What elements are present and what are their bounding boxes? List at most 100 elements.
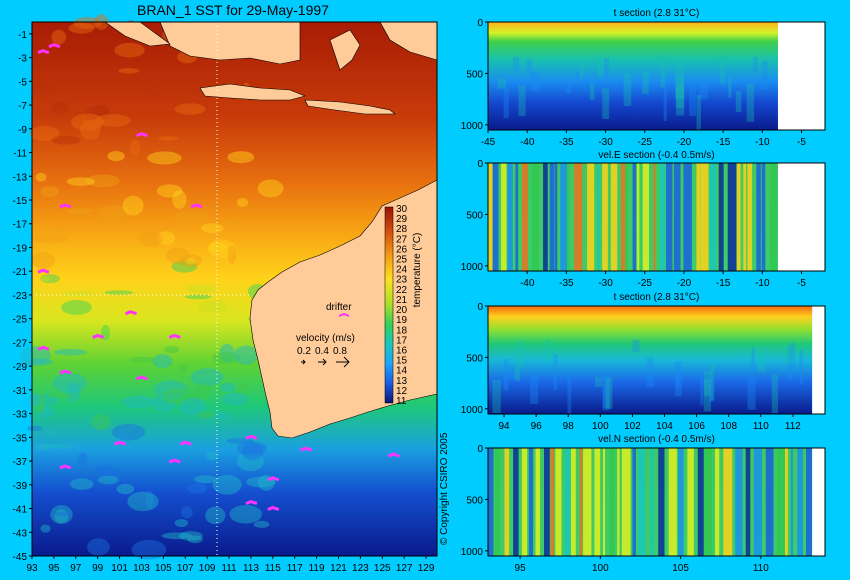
sst-eddy xyxy=(236,441,267,456)
t_section_lat-texture xyxy=(642,71,649,95)
t_section_lat-texture xyxy=(675,86,684,109)
sst-eddy xyxy=(66,177,95,186)
sst-eddy xyxy=(174,211,209,224)
vel_n_section-stripe xyxy=(753,448,762,556)
map-x-tick-label: 97 xyxy=(70,563,82,574)
sst-eddy xyxy=(127,491,159,512)
t_section_lon-frame xyxy=(487,305,826,415)
vel_e_section-stripe xyxy=(642,163,650,271)
drifter-track xyxy=(245,434,258,440)
vel_n_section-stripe xyxy=(704,448,712,556)
sst-eddy xyxy=(236,384,251,395)
sst-eddy xyxy=(47,393,73,398)
map-x-tick-label: 111 xyxy=(221,563,237,574)
vel_e_section-stripe xyxy=(521,163,528,271)
vel_n_section-stripe xyxy=(678,448,684,556)
vel_e_section-stripe xyxy=(560,163,567,271)
sst-eddy xyxy=(161,532,193,540)
t_section_lon-texture xyxy=(751,347,755,370)
vel_e_section-stripe xyxy=(515,163,519,271)
t_section_lat-texture xyxy=(597,54,604,78)
t_section_lon-texture xyxy=(646,357,654,388)
t_section_lat-texture xyxy=(696,94,701,134)
map-y-tick-label: -33 xyxy=(13,410,28,421)
vel_n_section-stripe xyxy=(494,448,501,556)
sst-eddy xyxy=(51,29,67,45)
colorbar-tick-label: 18 xyxy=(396,325,408,336)
sst-eddy xyxy=(84,106,111,120)
drifter-track xyxy=(48,43,61,49)
sst-eddy xyxy=(205,506,226,525)
t_section_lon-texture xyxy=(545,339,550,364)
sst-eddy xyxy=(234,150,254,159)
t_section_lat-x-tick-label: -35 xyxy=(559,137,574,148)
colorbar-tick-label: 11 xyxy=(396,396,407,407)
vel_n_section-stripe xyxy=(777,448,785,556)
sst-eddy xyxy=(153,380,188,399)
sst-eddy xyxy=(42,429,56,435)
sst-eddy xyxy=(161,387,197,405)
vel_e_section-y-tick-label: 0 xyxy=(477,159,483,170)
colorbar-tick-label: 22 xyxy=(396,285,408,296)
t_section_lat-y-tick-label: 1000 xyxy=(461,121,484,132)
vel_e_section-x-tick-label: -35 xyxy=(559,278,574,289)
t_section_lat-texture xyxy=(604,57,610,79)
t_section_lon-panel: t section (2.8 31°C) 0 500 1000 94 96 98 100 102… xyxy=(461,292,826,432)
vel_e_section-stripe xyxy=(756,163,761,271)
sst-eddy xyxy=(253,520,270,528)
t_section_lat-texture xyxy=(735,91,742,112)
vel_n_section-stripe xyxy=(632,448,636,556)
t_section_lat-x-tick-label: -15 xyxy=(716,137,731,148)
vel_e_section-stripe xyxy=(743,163,747,271)
t_section_lat-texture xyxy=(513,56,520,71)
t_section_lat-texture xyxy=(663,82,667,121)
colorbar-tick-label: 29 xyxy=(396,214,408,225)
map-x-tick-label: 107 xyxy=(177,563,194,574)
vel_e_section-stripe xyxy=(620,163,626,271)
velocity-arrow-medium xyxy=(318,358,327,366)
t_section_lon-x-tick-label: 100 xyxy=(592,421,609,432)
vel_e_section-frame xyxy=(487,162,826,272)
vel_n_section-stripe xyxy=(535,448,541,556)
t_section_lon-x-tick-label: 108 xyxy=(720,421,737,432)
t_section_lon-texture xyxy=(514,342,521,381)
map-title: BRAN_1 SST for 29-May-1997 xyxy=(137,2,329,18)
map-y-axis: -1 -3 -5 -7 -9 -11 -13 -15 -17 -19 -21 -23 -25 -27 -29… xyxy=(13,30,32,563)
drifter-track xyxy=(135,132,148,138)
colorbar-label: temperature (°C) xyxy=(412,233,423,308)
t_section_lat-y-tick-label: 0 xyxy=(477,18,483,29)
sst-eddy xyxy=(163,345,179,354)
drifter-track xyxy=(190,203,203,209)
sst-eddy xyxy=(19,346,51,365)
sst-eddy xyxy=(31,394,59,406)
vel_e_section-y-tick-label: 1000 xyxy=(461,262,484,273)
vel_e_section-x-tick-label: -30 xyxy=(598,278,613,289)
drifter-track xyxy=(387,452,400,458)
sst-eddy xyxy=(97,475,119,485)
sst-eddy xyxy=(185,284,216,294)
vel_e_section-stripe xyxy=(659,163,665,271)
sst-eddy xyxy=(178,531,203,541)
vel_e_section-y-tick-label: 500 xyxy=(466,210,483,221)
vel_n_section-stripe xyxy=(602,448,606,556)
velocity-arrow-large xyxy=(336,356,350,368)
vel_e_section-stripe xyxy=(727,163,737,271)
vel_n_section-stripe xyxy=(544,448,550,556)
sst-eddy xyxy=(149,84,159,98)
sst-eddy xyxy=(40,186,59,197)
map-x-axis: 93 95 97 99 101 103 105 107 109 111 113 115 117 119 12… xyxy=(26,556,435,574)
sst-eddy xyxy=(156,184,183,198)
sst-eddy xyxy=(27,425,42,432)
vel_n_section-stripe xyxy=(805,448,813,556)
vel_e_section-stripe xyxy=(587,163,595,271)
sulawesi-land xyxy=(329,29,361,71)
t_section_lat-texture xyxy=(746,83,755,122)
t_section_lat-panel: t section (2.8 31°C) 0 500 1000 -45 -40 -35 -30… xyxy=(461,8,826,148)
colorbar-tick-label: 25 xyxy=(396,255,408,266)
vel_e_section-x-tick-label: -20 xyxy=(677,278,692,289)
sst-eddy xyxy=(99,467,111,475)
sst-eddy xyxy=(201,223,224,234)
vel_n_section-stripe xyxy=(697,448,704,556)
t_section_lon-texture xyxy=(632,339,640,352)
sst-eddy xyxy=(107,150,125,162)
